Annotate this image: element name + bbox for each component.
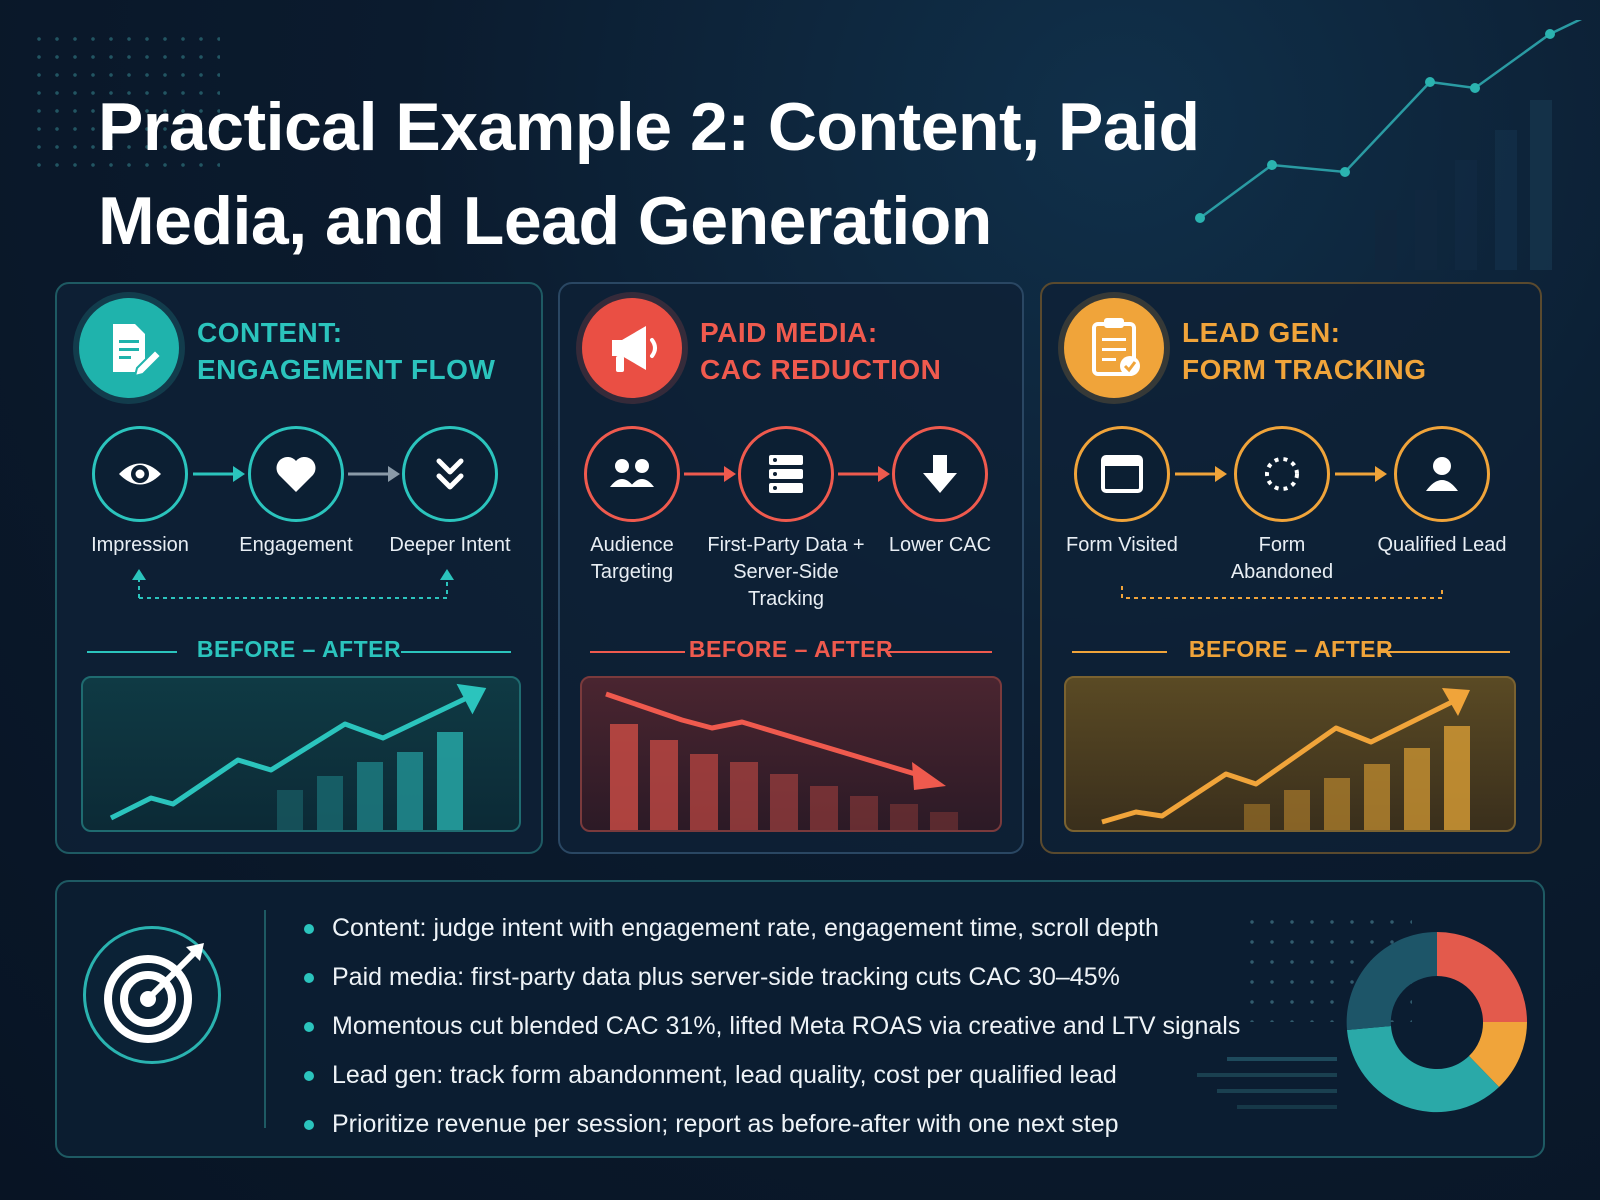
step-deeper-intent (402, 426, 498, 522)
panel-title-line1: LEAD GEN: (1182, 317, 1341, 348)
page-title: Practical Example 2: Content, Paid Media… (98, 89, 1200, 259)
before-after-label: BEFORE – AFTER (688, 636, 894, 662)
loop-connector (1121, 586, 1443, 599)
step-label: Engagement (239, 534, 353, 556)
before-after-divider: BEFORE – AFTER (1072, 636, 1510, 666)
before-after-divider: BEFORE – AFTER (87, 636, 511, 666)
list-item: Content: judge intent with engagement ra… (302, 904, 1240, 953)
list-item: Lead gen: track form abandonment, lead q… (302, 1051, 1240, 1100)
before-after-divider: BEFORE – AFTER (590, 636, 992, 666)
step-impression (92, 426, 188, 522)
step-label: First-Party Data + Server-Side Tracking (707, 534, 865, 610)
dashed-circle-icon (1265, 457, 1299, 491)
step-label: Form Visited (1066, 534, 1178, 556)
clipboard-check-icon (1064, 298, 1164, 398)
arrow-right-icon (684, 466, 736, 482)
step-label: Audience Targeting (590, 534, 674, 583)
panel-lead-gen: LEAD GEN: FORM TRACKING Form Visited For… (1040, 282, 1542, 854)
heart-icon (276, 456, 316, 492)
panel-title-line2: ENGAGEMENT FLOW (197, 354, 496, 385)
step-audience-targeting (584, 426, 680, 522)
target-arrow-icon (83, 926, 221, 1064)
panel-title-line2: FORM TRACKING (1182, 354, 1427, 385)
decorative-donut-chart (1346, 931, 1527, 1113)
list-item: Momentous cut blended CAC 31%, lifted Me… (302, 1002, 1240, 1051)
before-after-label: BEFORE – AFTER (196, 636, 402, 662)
eye-icon (119, 463, 161, 485)
panel-title: LEAD GEN: FORM TRACKING (1182, 314, 1426, 388)
list-item: Paid media: first-party data plus server… (302, 953, 1240, 1002)
summary-bullets: Content: judge intent with engagement ra… (302, 904, 1240, 1149)
step-label: Form Abandoned (1230, 534, 1334, 583)
decorative-lines (1197, 1057, 1337, 1109)
decorative-growth-chart (1195, 20, 1583, 270)
step-label: Lower CAC (888, 534, 992, 556)
user-icon (1426, 457, 1458, 491)
panel-title: CONTENT: ENGAGEMENT FLOW (197, 314, 495, 388)
trend-chart-up (81, 676, 521, 832)
panel-content: CONTENT: ENGAGEMENT FLOW Impression Enga… (55, 282, 543, 854)
browser-window-icon (1101, 455, 1143, 493)
loop-connector (132, 569, 454, 599)
document-pencil-icon (79, 298, 179, 398)
arrow-right-icon (193, 466, 245, 482)
divider (264, 910, 266, 1128)
step-form-visited (1074, 426, 1170, 522)
trend-chart-down (580, 676, 1002, 832)
panel-title-line1: CONTENT: (197, 317, 343, 348)
step-lower-cac (892, 426, 988, 522)
arrow-right-icon (1175, 466, 1227, 482)
server-icon (769, 455, 803, 493)
panel-paid-media: PAID MEDIA: CAC REDUCTION Audience Targe… (558, 282, 1024, 854)
trend-chart-up (1064, 676, 1516, 832)
step-form-abandoned (1234, 426, 1330, 522)
users-icon (610, 459, 654, 487)
megaphone-icon (582, 298, 682, 398)
list-item: Prioritize revenue per session; report a… (302, 1100, 1240, 1149)
panel-title: PAID MEDIA: CAC REDUCTION (700, 314, 941, 388)
before-after-label: BEFORE – AFTER (1188, 636, 1394, 662)
step-label: Impression (91, 534, 189, 556)
panel-title-line1: PAID MEDIA: (700, 317, 878, 348)
panel-title-line2: CAC REDUCTION (700, 354, 942, 385)
step-label: Qualified Lead (1377, 534, 1507, 556)
step-label: Deeper Intent (389, 534, 511, 556)
step-engagement (248, 426, 344, 522)
arrow-right-icon (348, 466, 400, 482)
step-qualified-lead (1394, 426, 1490, 522)
arrow-right-icon (1335, 466, 1387, 482)
arrow-right-icon (838, 466, 890, 482)
summary-panel: Content: judge intent with engagement ra… (55, 880, 1545, 1158)
decorative-dot-grid (30, 30, 220, 170)
step-first-party-data (738, 426, 834, 522)
arrow-down-icon (923, 455, 957, 493)
double-chevron-down-icon (436, 458, 464, 490)
